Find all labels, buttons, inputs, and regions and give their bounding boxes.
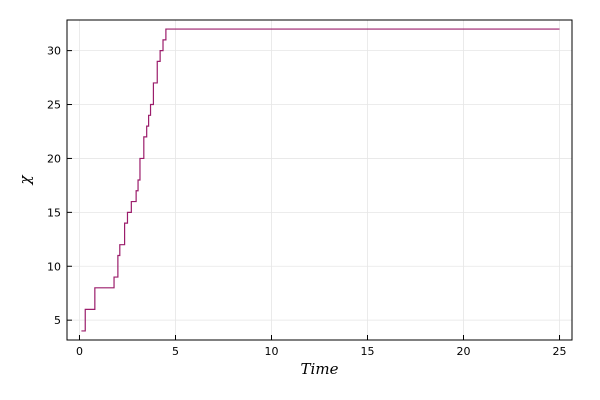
x-tick-label: 10 xyxy=(264,345,278,358)
y-tick-label: 30 xyxy=(47,45,61,58)
x-tick-label: 15 xyxy=(361,345,375,358)
x-tick-label: 5 xyxy=(172,345,179,358)
axis-ticks: 0 5 10 15 20 25 5 10 15 20 25 30 xyxy=(47,45,567,358)
y-tick-label: 10 xyxy=(47,260,61,273)
y-tick-label: 5 xyxy=(54,314,61,327)
x-tick-label: 25 xyxy=(553,345,567,358)
y-tick-label: 25 xyxy=(47,99,61,112)
y-axis-label: χ xyxy=(16,175,34,186)
x-axis-label: Time xyxy=(301,360,339,378)
y-tick-label: 20 xyxy=(47,152,61,165)
grid xyxy=(67,20,572,340)
series-line xyxy=(81,28,560,332)
plot-frame xyxy=(66,19,573,341)
x-tick-label: 20 xyxy=(457,345,471,358)
series-group xyxy=(81,28,560,332)
x-tick-label: 0 xyxy=(76,345,83,358)
y-tick-label: 15 xyxy=(47,206,61,219)
